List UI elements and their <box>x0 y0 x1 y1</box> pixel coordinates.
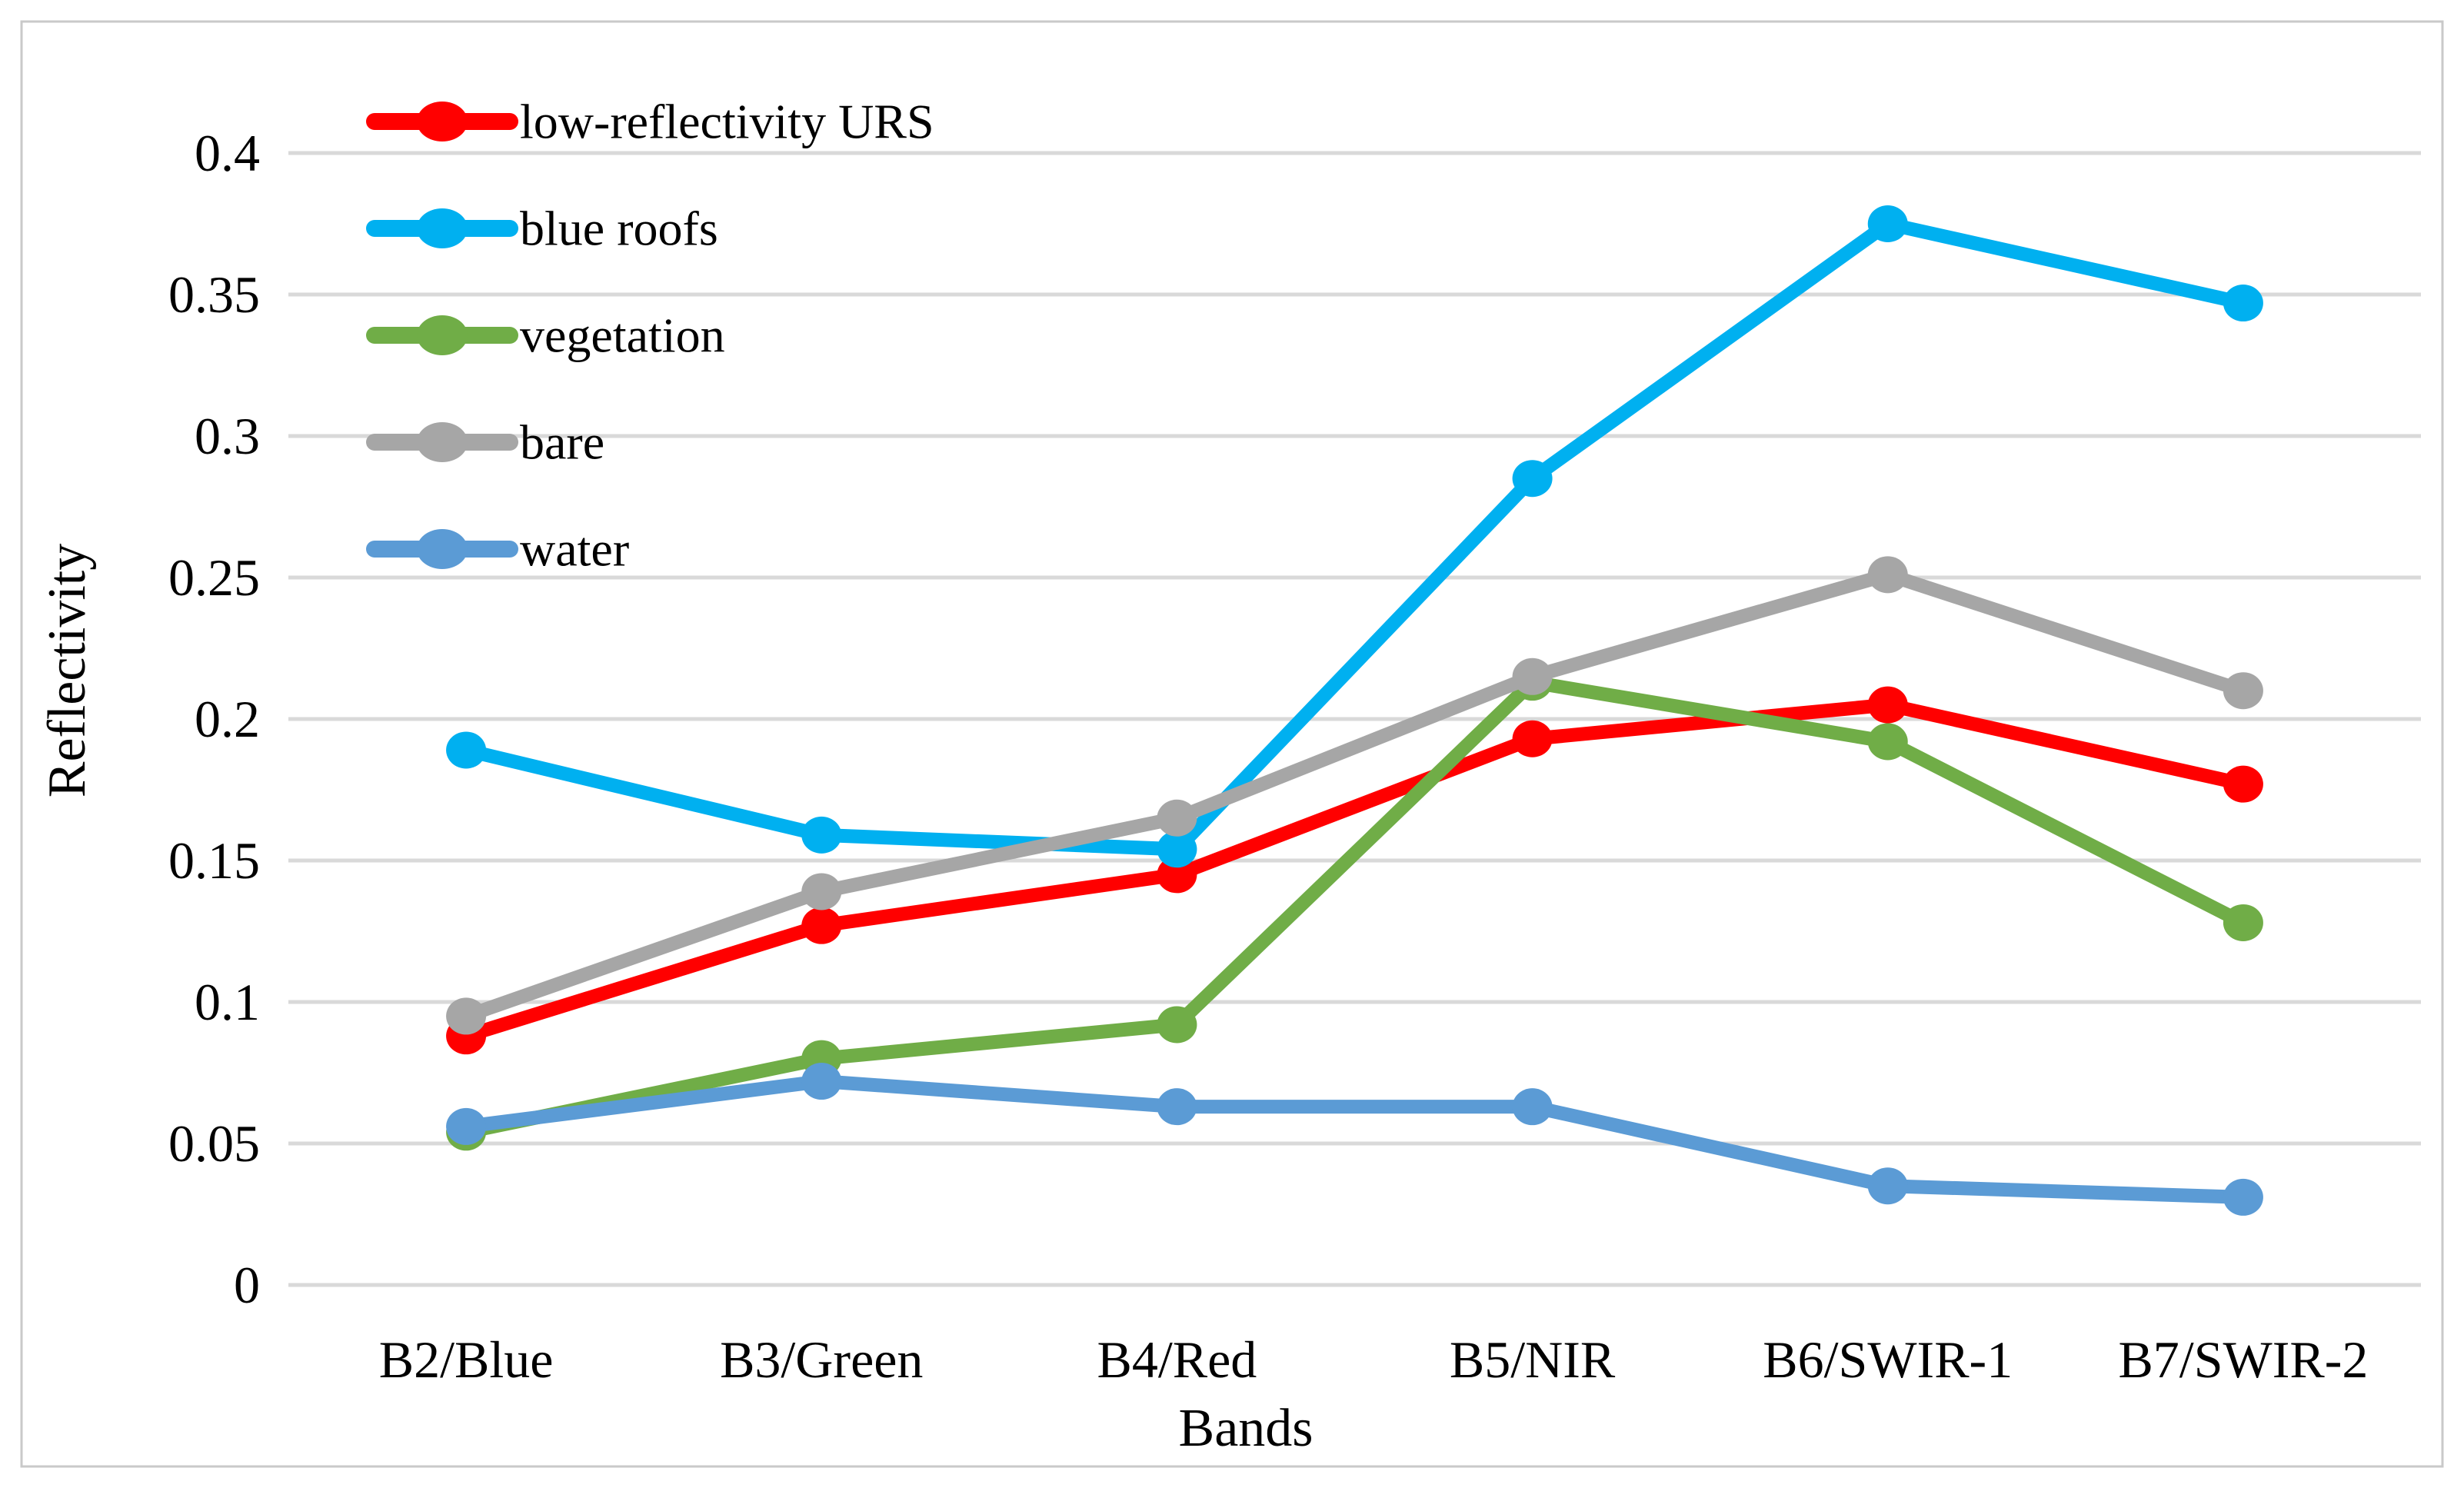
legend-marker-icon <box>417 529 468 569</box>
y-tick-label: 0.05 <box>168 1114 260 1173</box>
legend-marker-icon <box>417 315 468 355</box>
series-marker-low-reflectivity-urs <box>2223 765 2263 803</box>
y-tick-label: 0.3 <box>195 407 260 465</box>
series-marker-water <box>801 1063 842 1100</box>
series-marker-vegetation <box>2223 904 2263 941</box>
legend-item-label-vegetation: vegetation <box>520 308 725 363</box>
x-tick-label: B4/Red <box>1097 1330 1257 1389</box>
series-marker-low-reflectivity-urs <box>1512 720 1553 757</box>
series-marker-bare <box>446 997 487 1035</box>
series-marker-water <box>2223 1178 2263 1216</box>
series-marker-low-reflectivity-urs <box>1867 686 1908 724</box>
series-marker-blue-roofs <box>801 816 842 854</box>
y-tick-label: 0.4 <box>195 124 260 182</box>
x-tick-label: B5/NIR <box>1450 1330 1616 1389</box>
series-marker-blue-roofs <box>1512 460 1553 498</box>
legend-item-label-blue-roofs: blue roofs <box>520 201 718 256</box>
legend-marker-icon <box>417 102 468 141</box>
x-axis-title: Bands <box>1178 1399 1314 1458</box>
y-tick-label: 0.1 <box>195 973 260 1031</box>
series-marker-blue-roofs <box>1867 205 1908 242</box>
y-axis-title: Reflectivity <box>38 543 97 798</box>
legend-marker-icon <box>417 208 468 248</box>
x-tick-label: B3/Green <box>720 1330 923 1389</box>
series-marker-vegetation <box>1157 1006 1197 1044</box>
series-marker-water <box>1157 1088 1197 1126</box>
series-line-low-reflectivity-urs <box>464 697 2245 1043</box>
y-tick-label: 0.25 <box>168 548 260 607</box>
legend-item-label-water: water <box>520 522 629 577</box>
y-tick-label: 0.15 <box>168 831 260 890</box>
x-tick-label: B6/SWIR-1 <box>1763 1330 2013 1389</box>
y-tick-label: 0.35 <box>168 265 260 324</box>
legend-item-label-low-reflectivity-urs: low-reflectivity URS <box>520 95 934 149</box>
legend-item-label-bare: bare <box>520 415 604 470</box>
series-marker-water <box>446 1107 487 1145</box>
series-line-water <box>464 1074 2244 1204</box>
series-marker-bare <box>801 873 842 910</box>
x-tick-label: B7/SWIR-2 <box>2118 1330 2368 1389</box>
series-marker-bare <box>2223 672 2263 710</box>
series-marker-low-reflectivity-urs <box>801 907 842 944</box>
series-marker-blue-roofs <box>2223 285 2263 322</box>
series-line-bare <box>464 568 2246 1023</box>
series-line-vegetation <box>464 675 2247 1140</box>
series-marker-bare <box>1157 799 1197 837</box>
series-marker-bare <box>1867 556 1908 594</box>
series-line-blue-roofs <box>464 217 2245 857</box>
legend-marker-icon <box>417 422 468 462</box>
y-tick-label: 0 <box>234 1256 260 1314</box>
series-marker-vegetation <box>1867 723 1908 761</box>
series-marker-blue-roofs <box>1157 831 1197 868</box>
series-marker-bare <box>1512 657 1553 695</box>
y-tick-label: 0.2 <box>195 690 260 748</box>
series-marker-water <box>1867 1167 1908 1205</box>
figure-border <box>20 20 2444 1468</box>
series-marker-blue-roofs <box>446 731 487 769</box>
x-tick-label: B2/Blue <box>379 1330 554 1389</box>
series-marker-water <box>1512 1088 1553 1126</box>
series-marker-low-reflectivity-urs <box>1157 856 1197 894</box>
